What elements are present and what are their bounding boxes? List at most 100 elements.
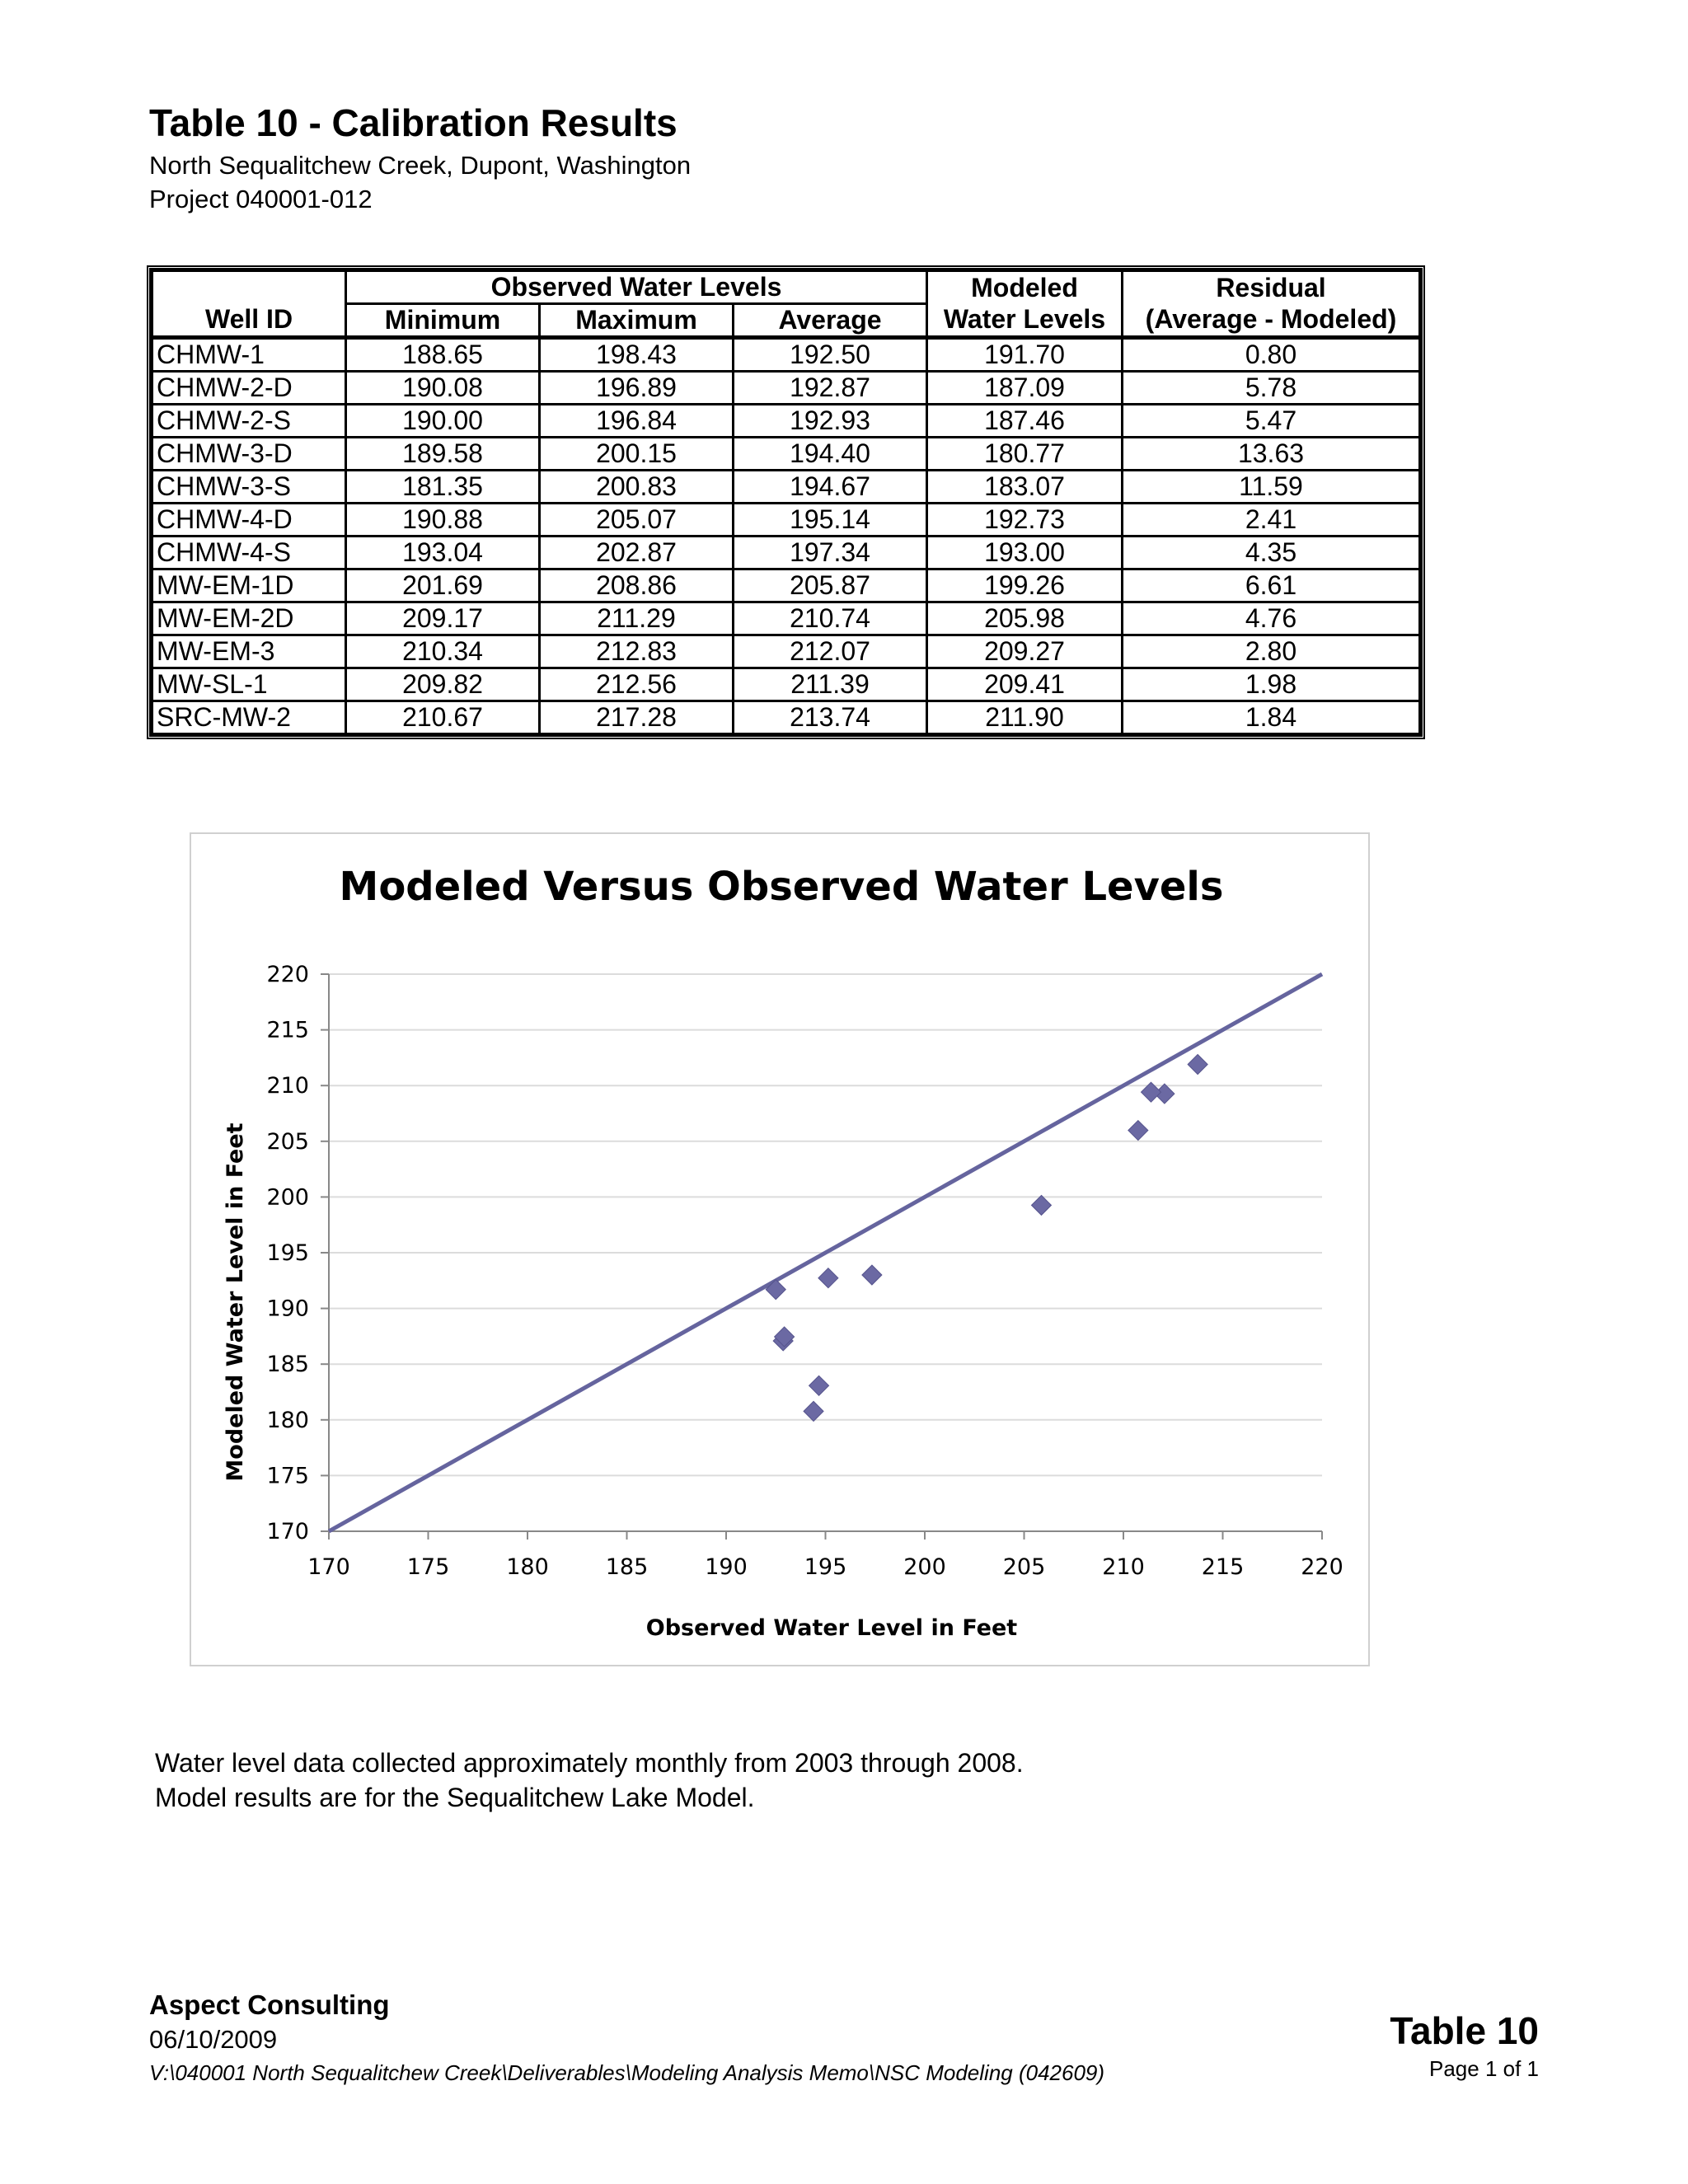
minimum-cell: 190.08 [345, 370, 541, 405]
table-row: MW-EM-2D 209.17 211.29 210.74 205.98 4.76 [151, 601, 1421, 636]
x-tick-label: 190 [705, 1554, 748, 1580]
well-id-cell: MW-SL-1 [151, 667, 347, 702]
header-residual-line1: Residual [1121, 269, 1421, 304]
header-modeled-line1: Modeled [926, 269, 1123, 304]
residual-cell: 1.98 [1121, 667, 1421, 702]
average-cell: 194.40 [732, 436, 928, 471]
modeled-cell: 191.70 [926, 336, 1123, 373]
header-average: Average [732, 302, 928, 340]
data-point [1030, 1194, 1053, 1216]
residual-cell: 2.41 [1121, 502, 1421, 537]
average-cell: 212.07 [732, 634, 928, 669]
average-cell: 211.39 [732, 667, 928, 702]
y-tick-labels: 170 175 180 185 190 195 200 205 210 215 220 [266, 962, 309, 1544]
table-row: CHMW-4-D 190.88 205.07 195.14 192.73 2.41 [151, 502, 1421, 537]
modeled-cell: 209.41 [926, 667, 1123, 702]
modeled-cell: 205.98 [926, 601, 1123, 636]
average-cell: 213.74 [732, 700, 928, 735]
x-tick-label: 215 [1202, 1554, 1245, 1580]
maximum-cell: 212.56 [538, 667, 734, 702]
residual-cell: 4.76 [1121, 601, 1421, 636]
note-line-1: Water level data collected approximately… [155, 1748, 1024, 1778]
y-tick-label: 175 [266, 1463, 309, 1488]
calibration-table: Observed Water Levels Modeled Residual W… [151, 269, 1421, 735]
average-cell: 197.34 [732, 535, 928, 570]
average-cell: 192.87 [732, 370, 928, 405]
average-cell: 195.14 [732, 502, 928, 537]
table-header-row-2: Well ID Minimum Maximum Average Water Le… [151, 302, 1421, 340]
well-id-cell: CHMW-2-S [151, 403, 347, 438]
maximum-cell: 205.07 [538, 502, 734, 537]
reference-line-layer [327, 972, 1324, 1534]
y-tick-label: 185 [266, 1352, 309, 1377]
table-row: CHMW-3-D 189.58 200.15 194.40 180.77 13.63 [151, 436, 1421, 471]
document-date: 06/10/2009 [149, 2025, 278, 2054]
data-point [808, 1375, 830, 1397]
maximum-cell: 217.28 [538, 700, 734, 735]
modeled-cell: 199.26 [926, 568, 1123, 603]
average-cell: 205.87 [732, 568, 928, 603]
residual-cell: 5.78 [1121, 370, 1421, 405]
notes: Water level data collected approximately… [155, 1746, 1024, 1815]
x-tick-label: 170 [307, 1554, 350, 1580]
y-tick-label: 200 [266, 1184, 309, 1210]
well-id-cell: MW-EM-3 [151, 634, 347, 669]
data-point [861, 1264, 883, 1286]
residual-cell: 2.80 [1121, 634, 1421, 669]
modeled-cell: 193.00 [926, 535, 1123, 570]
well-id-cell: CHMW-3-S [151, 469, 347, 504]
header-well-id-spacer [151, 269, 347, 304]
maximum-cell: 200.15 [538, 436, 734, 471]
well-id-cell: CHMW-2-D [151, 370, 347, 405]
modeled-cell: 209.27 [926, 634, 1123, 669]
document-header: Table 10 - Calibration Results North Seq… [149, 97, 691, 216]
y-tick-label: 205 [266, 1129, 309, 1155]
average-cell: 192.93 [732, 403, 928, 438]
data-point [1140, 1081, 1162, 1103]
y-tick-label: 215 [266, 1018, 309, 1043]
well-id-cell: SRC-MW-2 [151, 700, 347, 735]
subtitle-project: Project 040001-012 [149, 185, 373, 213]
data-point [803, 1400, 824, 1422]
well-id-cell: CHMW-4-S [151, 535, 347, 570]
modeled-cell: 180.77 [926, 436, 1123, 471]
x-tick-labels: 170 175 180 185 190 195 200 205 210 215 220 [307, 1554, 1343, 1580]
residual-cell: 11.59 [1121, 469, 1421, 504]
minimum-cell: 190.88 [345, 502, 541, 537]
data-point [818, 1267, 839, 1289]
residual-cell: 0.80 [1121, 336, 1421, 373]
table-row: CHMW-2-D 190.08 196.89 192.87 187.09 5.78 [151, 370, 1421, 405]
minimum-cell: 188.65 [345, 336, 541, 373]
minimum-cell: 190.00 [345, 403, 541, 438]
table-row: SRC-MW-2 210.67 217.28 213.74 211.90 1.84 [151, 700, 1421, 735]
x-tick-label: 220 [1301, 1554, 1343, 1580]
y-tick-label: 190 [266, 1296, 309, 1322]
average-cell: 210.74 [732, 601, 928, 636]
minimum-cell: 193.04 [345, 535, 541, 570]
header-residual-line2: (Average - Modeled) [1121, 303, 1421, 340]
well-id-cell: CHMW-1 [151, 336, 347, 373]
maximum-cell: 202.87 [538, 535, 734, 570]
note-line-2: Model results are for the Sequalitchew L… [155, 1783, 755, 1812]
one-to-one-line [327, 972, 1324, 1534]
residual-cell: 5.47 [1121, 403, 1421, 438]
table-row: CHMW-1 188.65 198.43 192.50 191.70 0.80 [151, 336, 1421, 373]
maximum-cell: 196.84 [538, 403, 734, 438]
data-point [1128, 1119, 1149, 1141]
table-row: CHMW-2-S 190.00 196.84 192.93 187.46 5.47 [151, 403, 1421, 438]
table-row: CHMW-4-S 193.04 202.87 197.34 193.00 4.35 [151, 535, 1421, 570]
modeled-cell: 211.90 [926, 700, 1123, 735]
well-id-cell: MW-EM-2D [151, 601, 347, 636]
x-tick-label: 210 [1102, 1554, 1145, 1580]
y-tick-label: 220 [266, 962, 309, 987]
minimum-cell: 210.67 [345, 700, 541, 735]
chart-title: Modeled Versus Observed Water Levels [340, 864, 1224, 910]
minimum-cell: 201.69 [345, 568, 541, 603]
table-label: Table 10 [1390, 2009, 1539, 2052]
data-points [765, 1053, 1208, 1422]
minimum-cell: 209.17 [345, 601, 541, 636]
modeled-cell: 192.73 [926, 502, 1123, 537]
y-tick-label: 210 [266, 1073, 309, 1099]
x-tick-label: 180 [506, 1554, 549, 1580]
table-row: MW-EM-1D 201.69 208.86 205.87 199.26 6.61 [151, 568, 1421, 603]
